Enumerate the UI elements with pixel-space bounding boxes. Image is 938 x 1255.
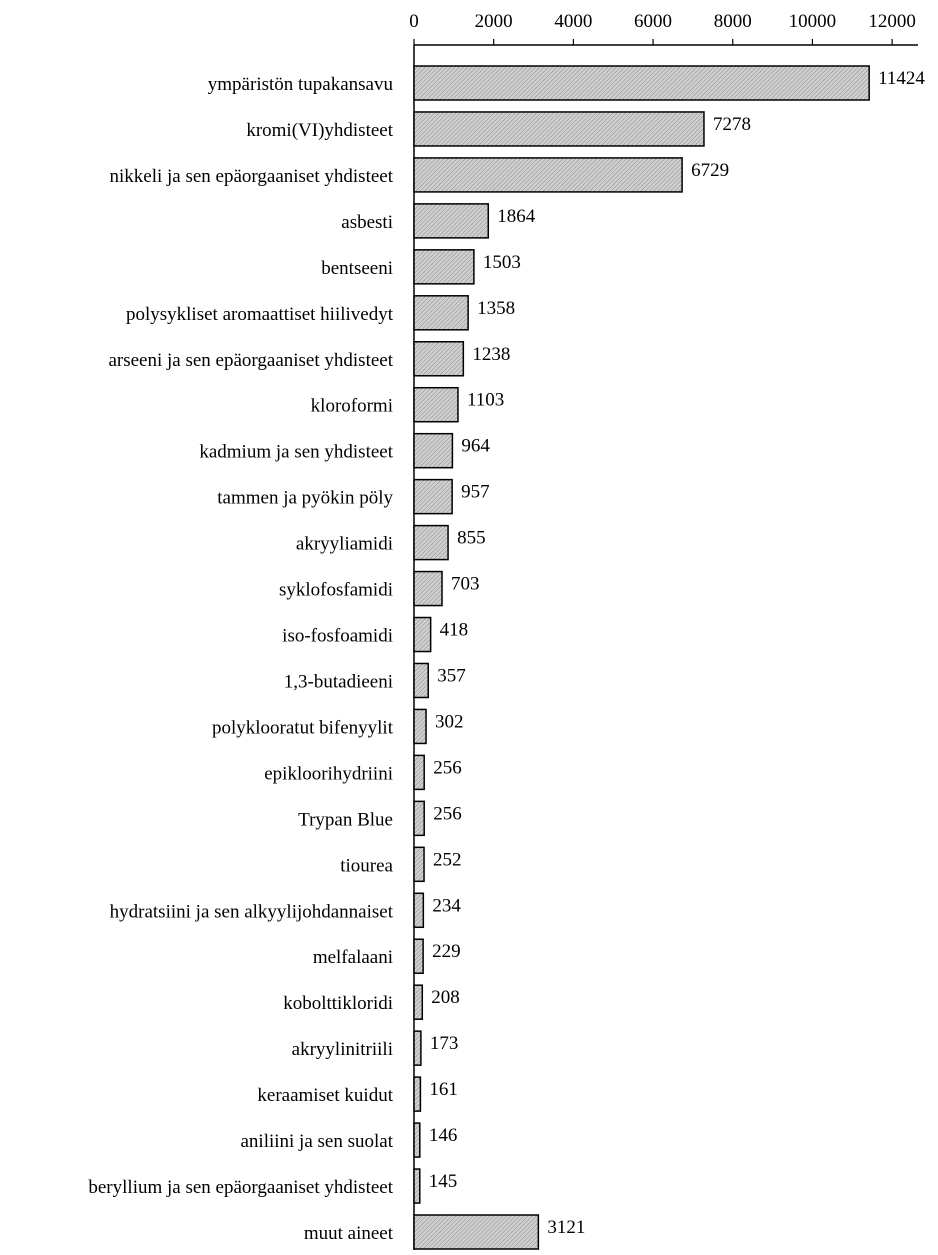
- data-label: 256: [433, 803, 462, 824]
- bar: [413, 708, 427, 745]
- bar: [413, 570, 443, 607]
- category-label: polysykliset aromaattiset hiilivedyt: [126, 304, 394, 325]
- data-label: 855: [457, 528, 486, 549]
- bar: [413, 1122, 421, 1158]
- category-label: keraamiset kuidut: [257, 1085, 393, 1106]
- bar: [413, 111, 705, 147]
- data-label: 1503: [483, 252, 521, 273]
- data-label: 11424: [878, 68, 925, 89]
- data-label: 3121: [547, 1217, 585, 1238]
- category-label: beryllium ja sen epäorgaaniset yhdisteet: [88, 1177, 393, 1198]
- category-label: arseeni ja sen epäorgaaniset yhdisteet: [108, 350, 393, 371]
- bars: [413, 65, 870, 1250]
- data-label: 161: [429, 1079, 458, 1100]
- bar: [413, 65, 870, 101]
- category-label: akryyliamidi: [296, 534, 393, 555]
- bar: [413, 1076, 422, 1112]
- data-label: 964: [461, 436, 490, 457]
- category-label: nikkeli ja sen epäorgaaniset yhdisteet: [109, 166, 393, 187]
- bar: [413, 1168, 421, 1204]
- bar: [413, 432, 454, 469]
- category-label: asbesti: [341, 212, 393, 233]
- data-label: 957: [461, 482, 490, 503]
- category-label: akryylinitriili: [292, 1039, 393, 1060]
- category-label: kobolttikloridi: [283, 993, 393, 1014]
- data-label: 256: [433, 757, 462, 778]
- bar: [413, 662, 429, 699]
- bar: [413, 616, 432, 653]
- data-label: 252: [433, 849, 462, 870]
- bar: [413, 1030, 422, 1066]
- data-label: 229: [432, 941, 461, 962]
- bar: [413, 524, 449, 561]
- x-tick-label: 4000: [554, 11, 592, 32]
- data-label: 1103: [467, 390, 504, 411]
- bar: [413, 754, 425, 791]
- category-label: hydratsiini ja sen alkyylijohdannaiset: [110, 901, 394, 922]
- data-label: 418: [440, 620, 469, 641]
- category-label: iso-fosfoamidi: [282, 626, 393, 647]
- bar: [413, 938, 424, 974]
- x-tick-label: 6000: [634, 11, 672, 32]
- bar: [413, 157, 683, 193]
- data-label: 208: [431, 987, 460, 1008]
- bar: [413, 203, 490, 239]
- data-label: 357: [437, 665, 466, 686]
- x-tick-label: 2000: [475, 11, 513, 32]
- bar: [413, 249, 475, 285]
- category-label: polyklooratut bifenyylit: [212, 717, 394, 738]
- data-label: 7278: [713, 114, 751, 135]
- data-label: 173: [430, 1033, 459, 1054]
- data-label: 234: [432, 895, 461, 916]
- bar: [413, 386, 459, 423]
- value-labels: 11424 7278 6729 1864 1503 1358 1238 1103 964 957 8…: [429, 68, 926, 1238]
- category-label: tiourea: [340, 855, 393, 876]
- data-label: 145: [429, 1171, 458, 1192]
- bar: [413, 295, 469, 331]
- category-label: kromi(VI)yhdisteet: [246, 120, 393, 141]
- category-label: kloroformi: [311, 396, 393, 417]
- x-tick-label: 12000: [868, 11, 916, 32]
- data-label: 1238: [472, 344, 510, 365]
- category-label: tammen ja pyökin pöly: [217, 488, 393, 509]
- category-label: 1,3-butadieeni: [284, 671, 393, 692]
- bar: [413, 341, 465, 377]
- bar: [413, 984, 424, 1020]
- category-labels: ympäristön tupakansavu kromi(VI)yhdisteet…: [88, 74, 393, 1244]
- category-label: bentseeni: [321, 258, 393, 279]
- data-label: 6729: [691, 160, 729, 181]
- x-tick-label: 10000: [789, 11, 837, 32]
- bar: [413, 846, 425, 883]
- data-label: 1864: [497, 206, 535, 227]
- data-label: 146: [429, 1125, 458, 1146]
- category-label: epikloorihydriini: [264, 763, 393, 784]
- category-label: kadmium ja sen yhdisteet: [199, 442, 393, 463]
- x-axis: 0 2000 4000 6000 8000 10000 12000: [409, 11, 918, 1250]
- category-label: melfalaani: [313, 947, 393, 968]
- category-label: aniliini ja sen suolat: [240, 1131, 393, 1152]
- bar: [413, 892, 425, 929]
- x-tick-label: 0: [409, 11, 419, 32]
- bar: [413, 800, 425, 837]
- category-label: muut aineet: [304, 1223, 394, 1244]
- category-label: syklofosfamidi: [279, 580, 393, 601]
- data-label: 1358: [477, 298, 515, 319]
- category-label: ympäristön tupakansavu: [208, 74, 394, 95]
- data-label: 302: [435, 711, 464, 732]
- category-label: Trypan Blue: [298, 809, 393, 830]
- bar: [413, 478, 453, 515]
- bar: [413, 1214, 540, 1250]
- data-label: 703: [451, 574, 480, 595]
- x-tick-label: 8000: [714, 11, 752, 32]
